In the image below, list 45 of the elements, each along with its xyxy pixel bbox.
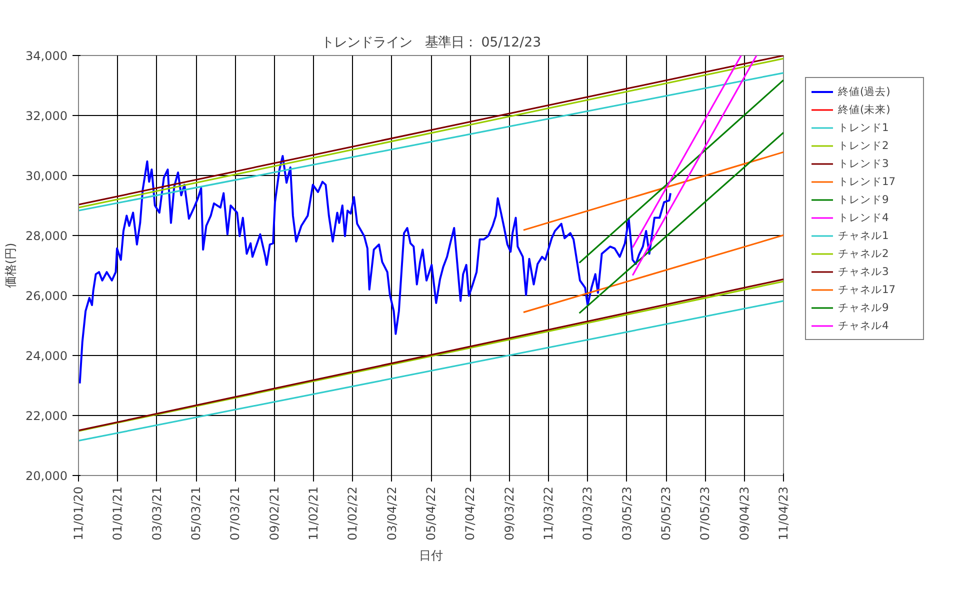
x-tick-label: 07/04/22 [463, 486, 478, 540]
legend-label: トレンド3 [838, 156, 890, 172]
x-tick-label: 05/04/22 [424, 486, 438, 540]
legend-label: トレンド17 [838, 174, 897, 190]
y-tick-label: 22,000 [26, 409, 68, 423]
x-tick-label: 01/01/21 [110, 486, 125, 540]
legend-label: チャネル1 [838, 228, 890, 244]
x-tick-label: 09/02/21 [267, 486, 282, 540]
legend-label: 終値(未来) [838, 102, 892, 118]
x-tick-label: 03/04/22 [384, 486, 399, 540]
x-tick-label: 11/03/22 [542, 486, 556, 540]
legend-label: チャネル3 [838, 264, 890, 280]
x-tick-label: 07/05/23 [698, 486, 712, 540]
x-tick-label: 07/03/21 [228, 486, 242, 540]
y-tick-label: 28,000 [26, 229, 68, 243]
legend-label: チャネル9 [838, 300, 890, 316]
y-tick-label: 34,000 [26, 49, 68, 63]
x-tick-label: 01/03/23 [580, 486, 595, 540]
x-tick-label: 01/02/22 [346, 486, 360, 540]
y-tick-label: 24,000 [26, 349, 68, 363]
y-tick-label: 30,000 [26, 169, 68, 183]
legend-label: チャネル2 [838, 246, 890, 262]
legend-label: トレンド2 [838, 138, 890, 154]
y-tick-label: 32,000 [26, 109, 68, 123]
y-axis-title: 価格(円) [4, 242, 18, 288]
legend-label: 終値(過去) [838, 84, 892, 100]
x-tick-label: 11/01/20 [72, 486, 86, 540]
x-axis-title: 日付 [419, 548, 443, 562]
x-tick-label: 05/03/21 [189, 486, 203, 540]
x-tick-label: 03/03/21 [150, 486, 164, 540]
legend-label: トレンド1 [838, 120, 890, 136]
legend-label: チャネル4 [838, 318, 890, 334]
x-tick-label: 05/05/23 [659, 486, 673, 540]
x-tick-label: 09/03/22 [502, 486, 516, 540]
x-tick-label: 03/05/23 [620, 486, 634, 540]
line-series [78, 155, 672, 384]
x-tick-label: 11/04/23 [776, 486, 790, 540]
chart-title: トレンドライン 基準日： 05/12/23 [320, 36, 542, 50]
legend-label: トレンド9 [838, 192, 890, 208]
legend-label: トレンド4 [838, 210, 890, 226]
y-tick-label: 20,000 [26, 469, 68, 483]
legend-label: チャネル17 [838, 282, 897, 298]
x-tick-label: 09/04/23 [737, 486, 752, 540]
y-tick-label: 26,000 [26, 289, 68, 303]
x-tick-label: 11/02/21 [306, 486, 320, 540]
